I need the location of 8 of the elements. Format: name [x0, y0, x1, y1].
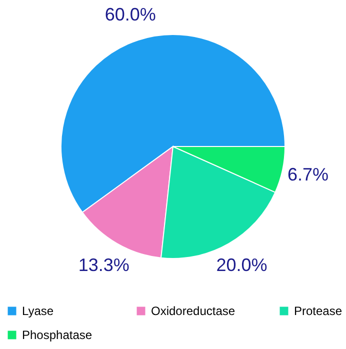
data-label: 20.0%: [216, 255, 268, 276]
data-label: 6.7%: [287, 164, 328, 184]
data-label: 13.3%: [78, 254, 130, 275]
legend-label: Phosphatase: [22, 328, 92, 342]
data-label: 60.0%: [104, 4, 156, 24]
legend-label: Protease: [294, 304, 342, 318]
legend-label: Lyase: [22, 304, 54, 318]
legend-label: Oxidoreductase: [151, 304, 236, 318]
